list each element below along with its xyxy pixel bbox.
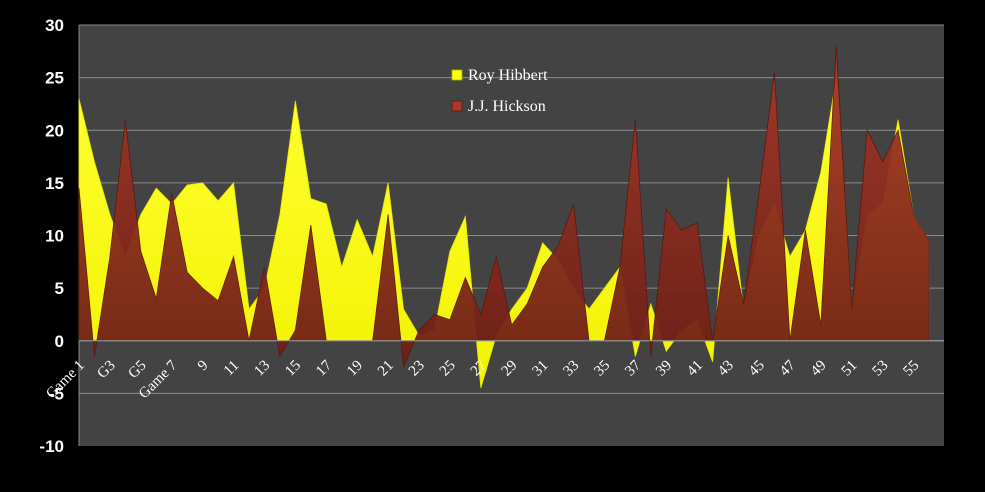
y-tick-label: 5 xyxy=(55,279,64,298)
y-tick-label: 20 xyxy=(45,121,64,140)
legend-swatch xyxy=(451,69,463,81)
y-tick-label: 15 xyxy=(45,174,64,193)
series-layer xyxy=(78,46,944,389)
y-tick-label: -10 xyxy=(39,437,64,456)
legend-label: J.J. Hickson xyxy=(468,98,546,115)
series-area-roy-hibbert xyxy=(78,77,930,389)
y-axis-tick-labels: 30 25 20 15 10 5 0 -5 -10 xyxy=(39,16,64,456)
y-tick-label: 25 xyxy=(45,69,64,88)
legend-swatch xyxy=(451,100,463,112)
y-tick-label: 0 xyxy=(55,332,64,351)
y-tick-label: 10 xyxy=(45,227,64,246)
legend: Roy Hibbert J.J. Hickson xyxy=(451,67,548,115)
y-tick-label: 30 xyxy=(45,16,64,35)
legend-label: Roy Hibbert xyxy=(468,67,548,84)
y-tick-label: -5 xyxy=(49,384,64,403)
series-area-j-j-hickson xyxy=(78,46,930,368)
